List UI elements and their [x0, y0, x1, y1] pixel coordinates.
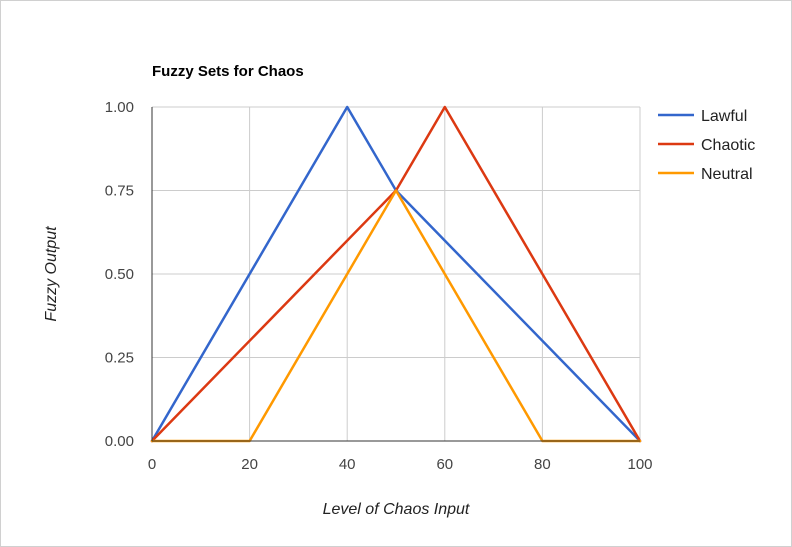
legend-label-lawful: Lawful [701, 108, 747, 125]
tick-labels: 0.00 0.25 0.50 0.75 1.00 0 20 40 60 80 100 [105, 99, 653, 473]
x-tick-label: 60 [436, 456, 453, 473]
legend-label-neutral: Neutral [701, 166, 753, 183]
axes [151, 107, 640, 442]
chart-title: Fuzzy Sets for Chaos [152, 63, 304, 80]
y-tick-label: 1.00 [105, 99, 134, 116]
x-axis-title: Level of Chaos Input [323, 501, 470, 518]
gridlines [152, 106, 641, 441]
series-line-lawful [150, 105, 642, 443]
x-tick-label: 20 [241, 456, 258, 473]
x-tick-label: 100 [627, 456, 652, 473]
legend-label-chaotic: Chaotic [701, 137, 755, 154]
x-tick-label: 0 [148, 456, 156, 473]
y-tick-label: 0.50 [105, 266, 134, 283]
x-tick-label: 80 [534, 456, 551, 473]
y-tick-label: 0.25 [105, 350, 134, 367]
y-axis-title: Fuzzy Output [43, 226, 60, 322]
y-tick-label: 0.00 [105, 433, 134, 450]
x-tick-label: 40 [339, 456, 356, 473]
series-line-chaotic [150, 105, 642, 443]
y-tick-label: 0.75 [105, 183, 134, 200]
legend: Lawful Chaotic Neutral [658, 108, 755, 183]
